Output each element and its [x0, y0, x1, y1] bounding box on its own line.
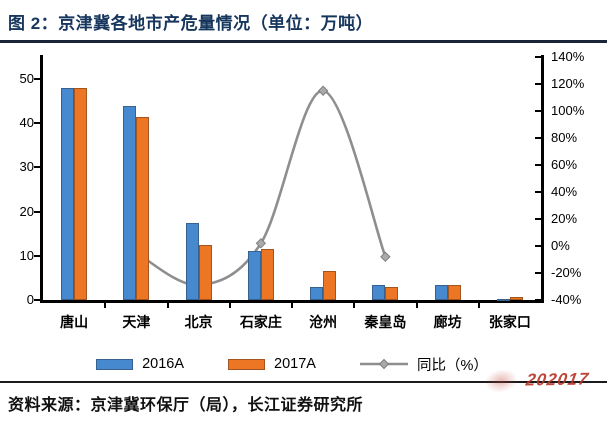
x-tick: [228, 303, 231, 308]
y-tick-left: [34, 210, 40, 213]
legend-swatch-line: [359, 358, 408, 370]
y-axis-left: [40, 55, 43, 302]
y-tick-label-right: 100%: [551, 103, 585, 118]
bar-2016A: [310, 286, 324, 300]
diamond-marker: [317, 85, 329, 96]
legend-swatch-bar: [96, 358, 134, 370]
bar-2016A: [247, 251, 261, 300]
legend-item-2: 同比（%）: [359, 354, 488, 375]
y-tick-label-left: 40: [19, 115, 34, 131]
y-tick-right: [535, 83, 541, 85]
y-tick-left: [34, 299, 40, 301]
bar-2017A: [385, 286, 399, 300]
y-tick-label-right: 0%: [551, 238, 570, 253]
y-tick-label-left: 10: [19, 247, 34, 263]
legend-label: 2016A: [142, 356, 185, 372]
y-tick-right: [535, 272, 541, 274]
y-tick-label-right: 40%: [551, 184, 578, 199]
source-note: 资料来源：京津冀环保厅（局），长江证券研究所: [8, 397, 364, 414]
y-tick-right: [535, 245, 541, 247]
bar-2016A: [372, 284, 386, 300]
bar-2017A: [447, 284, 461, 300]
legend-item-0: 2016A: [96, 356, 184, 372]
y-tick-left: [34, 122, 40, 125]
x-category-label: 沧州: [309, 314, 338, 330]
legend-label: 2017A: [274, 356, 316, 372]
y-tick-left: [34, 78, 40, 80]
y-tick-right: [535, 218, 541, 220]
y-tick-label-left: 20: [19, 203, 34, 219]
y-tick-label-right: 140%: [551, 49, 585, 64]
y-tick-right: [535, 164, 541, 166]
x-tick: [477, 303, 480, 308]
bar-2016A: [61, 87, 75, 300]
x-tick: [291, 303, 293, 308]
bar-2017A: [198, 244, 212, 300]
y-tick-label-left: 0: [26, 292, 34, 307]
bar-2017A: [136, 116, 150, 300]
bar-2017A: [509, 297, 523, 300]
y-tick-label-right: -20%: [551, 265, 582, 280]
page-title: 图 2：京津冀各地市产危量情况（单位：万吨）: [8, 14, 374, 33]
bar-2016A: [434, 284, 448, 300]
legend-swatch-bar: [228, 358, 266, 370]
x-category-label: 秦皇岛: [364, 314, 407, 330]
x-category-label: 石家庄: [239, 314, 282, 330]
bar-2017A: [323, 271, 337, 300]
y-tick-label-right: 80%: [551, 130, 578, 145]
bar-2016A: [185, 222, 199, 300]
x-tick: [415, 303, 418, 308]
chart-area: 0 10 20 30 40 50 140% 120% 100% 80% 60% 40% 20% 0% -20…: [0, 46, 607, 346]
diamond-marker: [255, 238, 267, 249]
bar-2016A: [123, 105, 137, 300]
y-tick-right: [535, 110, 541, 112]
x-category-label: 北京: [184, 314, 213, 330]
y-tick-label-right: -40%: [551, 292, 582, 307]
y-tick-label-left: 50: [19, 71, 34, 86]
x-category-label: 天津: [122, 314, 151, 330]
y-tick-label-right: 20%: [551, 211, 578, 226]
y-tick-right: [535, 137, 541, 139]
watermark-stamp: 202017: [524, 369, 591, 390]
bar-2017A: [260, 249, 274, 300]
diamond-marker: [380, 251, 391, 263]
x-category-label: 张家口: [488, 314, 531, 330]
legend-label: 同比（%）: [416, 357, 488, 374]
y-tick-label-right: 120%: [551, 76, 585, 91]
footer-rule: [0, 381, 607, 383]
y-tick-label-right: 60%: [551, 157, 578, 172]
bar-2017A: [74, 87, 88, 300]
title-rule: [0, 40, 607, 43]
y-tick-left: [34, 166, 40, 169]
y-tick-right: [535, 299, 541, 301]
legend: 2016A 2017A 同比（%）: [43, 352, 541, 376]
x-axis: [40, 300, 544, 303]
bar-2016A: [496, 298, 510, 301]
legend-item-1: 2017A: [228, 356, 316, 372]
x-tick: [104, 303, 107, 308]
x-category-label: 唐山: [60, 314, 89, 330]
y-tick-left: [34, 254, 40, 257]
x-tick: [166, 303, 169, 308]
y-tick-right: [535, 56, 541, 58]
y-tick-right: [535, 191, 541, 193]
y-tick-label-left: 30: [19, 159, 34, 175]
x-category-label: 廊坊: [433, 314, 462, 330]
y-axis-right: [541, 55, 544, 302]
x-tick: [353, 303, 356, 308]
